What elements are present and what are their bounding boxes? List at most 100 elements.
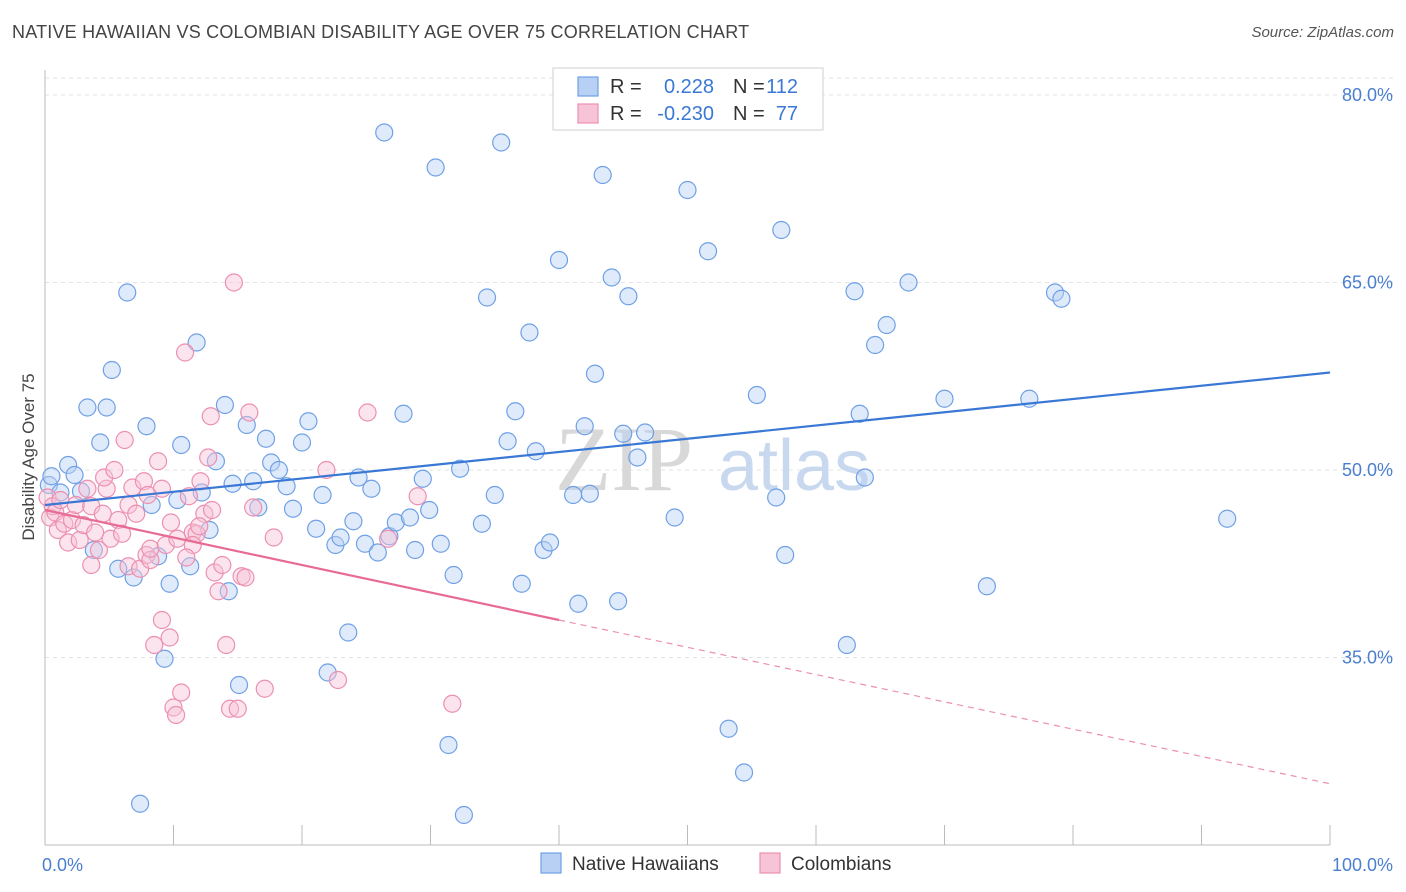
data-point [264,528,283,547]
data-point [1052,289,1071,308]
data-point [101,529,120,548]
data-point [115,430,134,450]
data-point [118,283,137,302]
data-point [187,333,206,352]
data-point [386,513,405,532]
data-point [526,442,545,461]
data-point [201,407,220,426]
watermark-atlas: atlas [718,426,870,506]
data-points [38,123,1237,825]
data-point [1218,509,1237,528]
data-point [105,460,124,480]
data-point [628,448,647,467]
data-point [776,545,795,565]
data-point [89,540,109,560]
data-point [202,500,222,520]
y-tick-labels: 35.0% 50.0% 65.0% 80.0% [1342,85,1393,668]
data-point [223,474,242,493]
data-point [331,528,350,547]
chart-title: NATIVE HAWAIIAN VS COLOMBIAN DISABILITY … [12,22,750,42]
data-point [609,592,628,611]
data-point [734,763,754,782]
data-point [378,529,398,548]
data-point [145,635,164,655]
data-point [59,455,78,475]
data-point [540,533,560,552]
y-axis-label: Disability Age Over 75 [19,373,38,540]
data-point [569,594,588,613]
data-point [228,699,247,718]
data-point [209,582,228,601]
data-point [498,432,517,451]
data-point [678,180,697,200]
data-point [179,487,199,506]
data-point [855,468,874,487]
data-point [78,479,97,498]
data-point [485,485,504,505]
data-point [358,403,377,422]
data-point [166,705,186,725]
data-point [137,417,156,436]
data-point [575,417,594,436]
data-point [190,517,209,536]
data-point [220,699,240,718]
data-point [213,555,232,575]
data-point [665,508,684,527]
data-point [520,323,539,342]
data-point [444,565,463,585]
data-point [240,403,259,422]
trend-line-colombians-extension [558,619,1331,785]
data-point [175,343,195,362]
data-point [977,577,997,596]
data-point [148,452,168,471]
data-point [506,402,525,421]
data-point [262,453,281,472]
data-point [299,412,318,431]
legend-r-label-2: R = [610,103,642,125]
data-point [850,404,869,423]
data-point [215,395,234,415]
data-point [119,557,138,576]
data-point [635,423,655,442]
series-legend-label-colombians: Colombians [791,854,891,875]
data-point [283,499,303,518]
data-point [82,555,101,575]
data-point [317,460,336,480]
data-point [59,533,78,552]
data-point [78,398,97,417]
data-point [93,504,112,523]
y-tick-label: 80.0% [1342,85,1393,105]
y-tick-label: 50.0% [1342,460,1393,480]
data-point [534,540,553,560]
data-point [152,610,172,630]
data-point [255,679,274,698]
data-point [66,495,85,515]
data-point [747,385,766,405]
data-point [450,459,470,478]
data-point [477,288,497,307]
data-point [405,540,425,560]
data-point [102,360,121,380]
data-point [614,424,633,443]
data-point [899,273,918,292]
data-point [472,514,491,533]
data-point [585,364,605,383]
data-point [95,468,114,487]
data-point [130,794,150,813]
data-point [134,472,154,491]
data-point [935,389,954,408]
legend-n-label-1: N = [733,76,765,98]
data-point [313,485,332,505]
data-point [426,158,445,177]
data-point [177,548,196,567]
data-point [155,649,174,668]
data-point [564,485,583,505]
data-point [244,472,263,491]
series-native-hawaiians [39,123,1237,825]
data-point [837,635,856,655]
legend-n-value-1: 112 [766,76,798,98]
legend-r-value-1: 0.228 [664,76,714,98]
data-point [86,523,105,542]
data-point [845,282,864,301]
legend-swatch-colombians [577,103,599,124]
